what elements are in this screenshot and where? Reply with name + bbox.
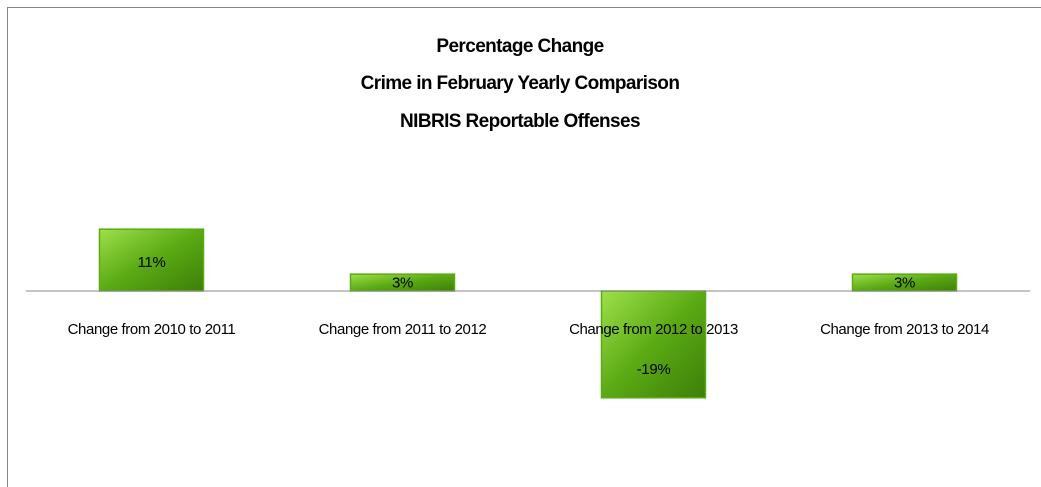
chart-title: NIBRIS Reportable Offenses (400, 111, 640, 132)
data-label: -19% (637, 361, 671, 378)
chart-title: Percentage Change (436, 36, 603, 57)
x-tick-label: Change from 2012 to 2013 (569, 321, 738, 338)
chart-frame (7, 7, 1041, 487)
data-label: 3% (894, 274, 915, 291)
chart-title: Crime in February Yearly Comparison (361, 73, 680, 94)
data-label: 11% (137, 254, 165, 271)
bar (600, 290, 707, 399)
x-tick-label: Change from 2010 to 2011 (68, 321, 236, 338)
x-tick-label: Change from 2011 to 2012 (319, 321, 487, 338)
data-label: 3% (392, 274, 413, 291)
x-tick-label: Change from 2013 to 2014 (820, 321, 989, 338)
bar (98, 228, 205, 292)
